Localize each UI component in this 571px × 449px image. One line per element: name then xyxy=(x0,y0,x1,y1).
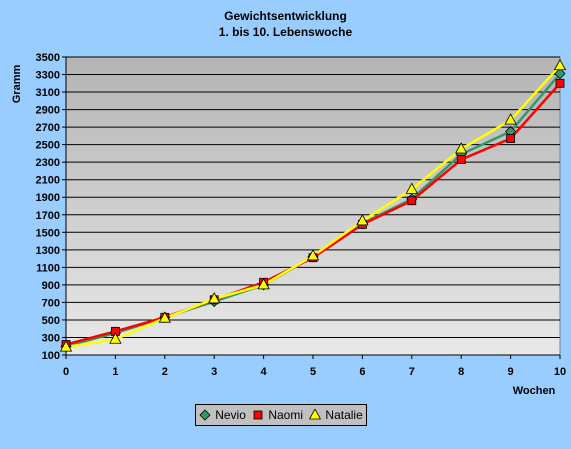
plot-background xyxy=(65,56,561,356)
x-tick-label: 8 xyxy=(458,366,464,378)
x-tick-label: 3 xyxy=(211,366,217,378)
y-tick-label: 2300 xyxy=(36,157,60,169)
legend-label: Naomi xyxy=(268,408,303,422)
y-tick-label: 2700 xyxy=(36,122,60,134)
legend-item-natalie: Natalie xyxy=(309,408,363,422)
y-tick-label: 100 xyxy=(42,350,60,362)
x-tick-label: 6 xyxy=(359,366,365,378)
legend-marker xyxy=(309,409,322,420)
x-tick-label: 7 xyxy=(409,366,415,378)
legend-marker xyxy=(199,409,211,421)
x-tick-label: 1 xyxy=(112,366,118,378)
y-tick-label: 700 xyxy=(42,297,60,309)
y-tick-label: 900 xyxy=(42,280,60,292)
x-axis-label: Wochen xyxy=(513,385,556,397)
legend-marker-icon xyxy=(199,409,211,421)
x-tick-label: 2 xyxy=(162,366,168,378)
data-point xyxy=(59,340,73,352)
y-tick-label: 2900 xyxy=(36,105,60,117)
data-point xyxy=(407,196,417,206)
x-tick-label: 0 xyxy=(63,366,69,378)
x-tick-label: 4 xyxy=(261,366,268,378)
data-point xyxy=(208,292,221,304)
legend-label: Nevio xyxy=(215,408,246,422)
data-point xyxy=(109,332,122,344)
x-tick-label: 10 xyxy=(554,366,566,378)
data-point xyxy=(506,134,516,143)
chart-subtitle: 1. bis 10. Lebenswoche xyxy=(218,25,353,39)
y-tick-label: 3300 xyxy=(36,70,60,82)
y-tick-label: 300 xyxy=(42,332,60,344)
y-tick-label: 1100 xyxy=(36,262,60,274)
legend-item-nevio: Nevio xyxy=(199,408,246,422)
legend: Nevio Naomi Natalie xyxy=(195,404,367,426)
legend-item-naomi: Naomi xyxy=(252,408,303,422)
y-tick-label: 2500 xyxy=(36,140,60,152)
data-point xyxy=(405,182,418,194)
data-point xyxy=(555,78,565,88)
y-tick-label: 1500 xyxy=(36,227,60,239)
data-point xyxy=(456,155,466,164)
data-point xyxy=(306,249,320,261)
y-tick-label: 500 xyxy=(42,315,60,327)
data-point xyxy=(455,142,468,154)
legend-label: Natalie xyxy=(325,408,363,422)
legend-marker-icon xyxy=(309,409,322,420)
y-tick-label: 3100 xyxy=(36,87,60,99)
y-axis-label: Gramm xyxy=(11,65,23,104)
data-point xyxy=(158,311,171,323)
data-point xyxy=(257,278,270,290)
data-point xyxy=(504,113,517,125)
y-tick-label: 2100 xyxy=(36,175,60,187)
series-markers-natalie xyxy=(59,58,567,352)
data-point xyxy=(553,58,567,71)
chart-title: Gewichtsentwicklung xyxy=(224,9,347,23)
y-tick-label: 3500 xyxy=(36,52,60,64)
data-point xyxy=(356,214,369,226)
y-tick-label: 1700 xyxy=(36,210,60,222)
x-tick-label: 5 xyxy=(310,366,316,378)
legend-marker xyxy=(253,410,263,420)
legend-marker-icon xyxy=(253,410,263,420)
data-point xyxy=(554,68,566,80)
y-tick-label: 1900 xyxy=(36,192,60,204)
y-tick-label: 1300 xyxy=(36,245,60,257)
x-tick-label: 9 xyxy=(508,366,514,378)
